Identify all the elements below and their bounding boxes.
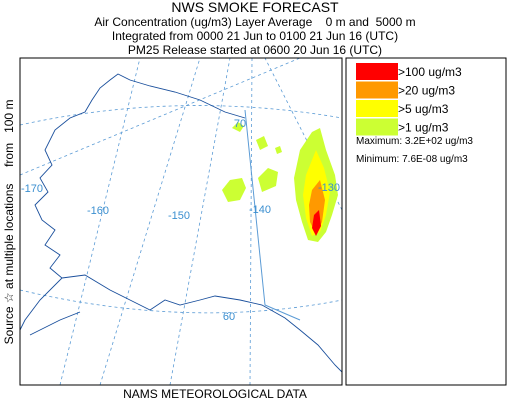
border bbox=[244, 109, 301, 321]
map-frame bbox=[19, 57, 343, 386]
legend-label: >100 ug/m3 bbox=[398, 65, 462, 79]
side-label: Source ☆ at multiple locations from 100 … bbox=[2, 100, 16, 345]
longitude-line bbox=[20, 58, 301, 176]
legend-swatch bbox=[356, 100, 398, 117]
header-line: Air Concentration (ug/m3) Layer Average … bbox=[94, 15, 415, 29]
longitude-line bbox=[249, 58, 253, 385]
legend-label: >1 ug/m3 bbox=[398, 121, 449, 135]
footer: NAMS METEOROLOGICAL DATA bbox=[123, 387, 307, 401]
legend-minimum: Minimum: 7.6E-08 ug/m3 bbox=[356, 154, 468, 165]
legend-label: >20 ug/m3 bbox=[398, 84, 455, 98]
map-label: -170 bbox=[21, 183, 43, 195]
longitude-line bbox=[264, 58, 342, 211]
legend-frame bbox=[345, 57, 507, 386]
legend: Maximum: 3.2E+02 ug/m3 Minimum: 7.6E-08 … bbox=[345, 57, 507, 386]
header-line: Integrated from 0000 21 Jun to 0100 21 J… bbox=[112, 29, 398, 43]
legend-swatch bbox=[356, 81, 398, 99]
header-line: PM25 Release started at 0600 20 Jun 16 (… bbox=[128, 43, 382, 57]
map-label: 70 bbox=[234, 118, 246, 130]
longitude-line bbox=[99, 58, 201, 385]
map: 70 -170 -160 -150 -140 -130 60 bbox=[19, 57, 343, 386]
latitude-line bbox=[20, 105, 342, 126]
longitude-line bbox=[59, 58, 141, 385]
map-label: -140 bbox=[249, 204, 271, 216]
legend-label: >5 ug/m3 bbox=[398, 102, 449, 116]
legend-maximum: Maximum: 3.2E+02 ug/m3 bbox=[356, 136, 473, 147]
map-label: -150 bbox=[168, 210, 190, 222]
map-label: -130 bbox=[318, 182, 340, 194]
map-label: -160 bbox=[87, 205, 109, 217]
coastline bbox=[20, 73, 342, 373]
latitude-line bbox=[20, 289, 342, 314]
legend-swatch bbox=[356, 118, 398, 136]
title: NWS SMOKE FORECAST bbox=[171, 0, 339, 15]
longitude-line bbox=[169, 58, 231, 385]
smoke-plume bbox=[222, 122, 338, 242]
map-label: 60 bbox=[223, 311, 235, 323]
coastline bbox=[29, 311, 81, 336]
legend-swatch bbox=[356, 63, 398, 80]
